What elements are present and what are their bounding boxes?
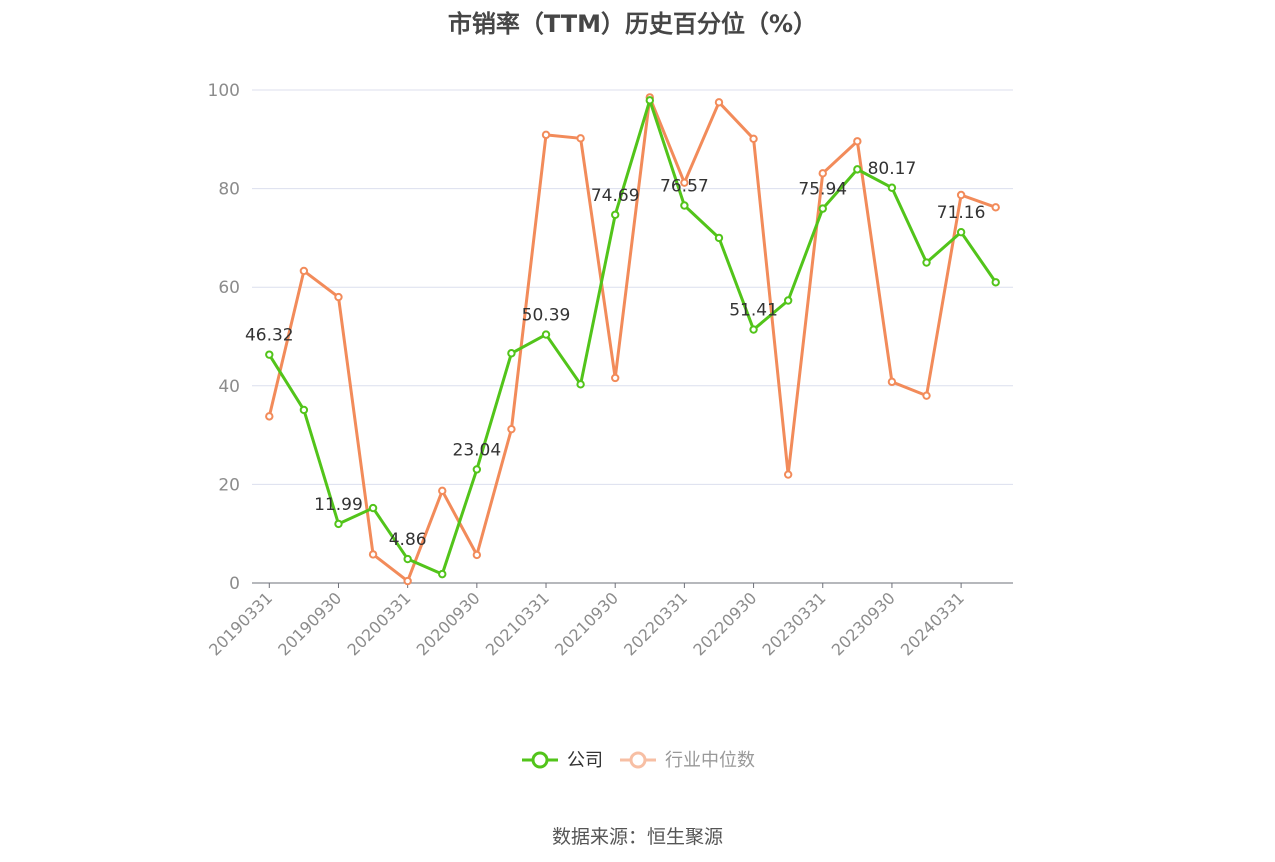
x-tick-label: 20190331 (205, 588, 276, 659)
legend-item-company[interactable] (522, 751, 558, 769)
legend-marker (531, 751, 549, 769)
data-point-industry-median (403, 576, 412, 586)
data-point-industry-median (438, 486, 447, 496)
y-tick-label: 80 (218, 180, 240, 200)
data-point-industry-median (541, 130, 551, 140)
data-point-company (541, 330, 551, 339)
series-line-company (268, 98, 997, 576)
data-point-company (680, 201, 689, 210)
data-point-industry-median (368, 550, 378, 559)
data-point-industry-median (991, 203, 1000, 212)
data-source-note: 数据来源：恒生聚源 (551, 826, 723, 848)
data-point-industry-median (472, 550, 482, 560)
data-label: 23.04 (453, 440, 502, 460)
data-point-company (783, 296, 793, 305)
data-point-company (403, 554, 412, 564)
x-tick-label: 20220930 (689, 588, 760, 659)
data-label: 4.86 (389, 530, 427, 550)
data-label: 46.32 (245, 326, 294, 346)
legend-marker (629, 751, 647, 769)
y-tick-label: 100 (208, 81, 240, 101)
data-point-company (887, 183, 897, 192)
data-point-company (265, 350, 274, 359)
data-point-industry-median (299, 266, 309, 276)
data-point-industry-median (714, 98, 724, 107)
grid-lines (252, 89, 1013, 485)
x-tick-label: 20210331 (482, 588, 553, 659)
x-tick-label: 20230930 (828, 588, 899, 659)
data-point-industry-median (818, 169, 827, 178)
data-label: 51.41 (729, 301, 778, 321)
data-label: 76.57 (660, 177, 709, 197)
x-tick-label: 20240331 (897, 588, 968, 659)
data-point-industry-median (749, 134, 758, 144)
data-label: 74.69 (591, 186, 640, 206)
x-tick-label: 20190930 (274, 588, 345, 659)
data-point-company (714, 233, 724, 243)
data-point-industry-median (334, 292, 343, 302)
data-point-industry-median (783, 470, 793, 479)
data-point-company (576, 380, 585, 389)
y-tick-label: 60 (218, 278, 240, 298)
data-point-industry-median (265, 412, 274, 421)
series-lines (265, 93, 1000, 586)
x-tick-label: 20200930 (413, 588, 484, 659)
data-point-company (299, 405, 309, 415)
x-tick-label: 20230331 (759, 588, 830, 659)
data-point-company (749, 325, 758, 334)
data-point-industry-median (507, 424, 516, 434)
legend-label: 行业中位数 (665, 750, 755, 771)
data-point-company (818, 204, 827, 213)
data-point-industry-median (922, 391, 931, 400)
series-line-industry-median (267, 95, 997, 583)
data-label: 50.39 (522, 306, 571, 326)
data-point-company (853, 165, 862, 174)
y-tick-label: 20 (218, 475, 240, 495)
legend-label: 公司 (567, 750, 603, 771)
data-label: 11.99 (314, 495, 363, 515)
data-point-industry-median (680, 178, 689, 187)
legend[interactable]: 公司 行业中位数 (522, 750, 755, 771)
data-point-company (438, 569, 447, 579)
data-label: 80.17 (868, 159, 917, 179)
data-point-company (611, 210, 620, 219)
x-tick-label: 20220331 (620, 588, 691, 659)
data-point-industry-median (611, 373, 620, 383)
y-tick-label: 0 (229, 574, 240, 594)
data-point-company (472, 465, 482, 474)
data-point-company (645, 96, 654, 105)
y-tick-label: 40 (218, 377, 240, 397)
data-point-company (991, 278, 1000, 287)
data-point-company (956, 227, 966, 237)
data-point-company (368, 503, 378, 513)
data-label: 75.94 (798, 180, 847, 200)
data-point-company (507, 349, 516, 358)
data-point-industry-median (576, 134, 585, 143)
data-point-company (922, 258, 931, 267)
data-point-industry-median (887, 377, 897, 387)
x-tick-label: 20210930 (551, 588, 622, 659)
legend-item-industry-median[interactable] (620, 751, 656, 769)
data-point-industry-median (853, 137, 862, 146)
data-label: 71.16 (937, 203, 986, 223)
x-tick-label: 20200331 (343, 588, 414, 659)
data-point-company (334, 519, 343, 529)
chart-title: 市销率（TTM）历史百分位（%） (447, 10, 818, 38)
data-labels: 46.32 11.99 4.86 23.04 50.39 74.69 76.57 51.41 7… (245, 159, 985, 550)
data-point-industry-median (956, 190, 966, 200)
